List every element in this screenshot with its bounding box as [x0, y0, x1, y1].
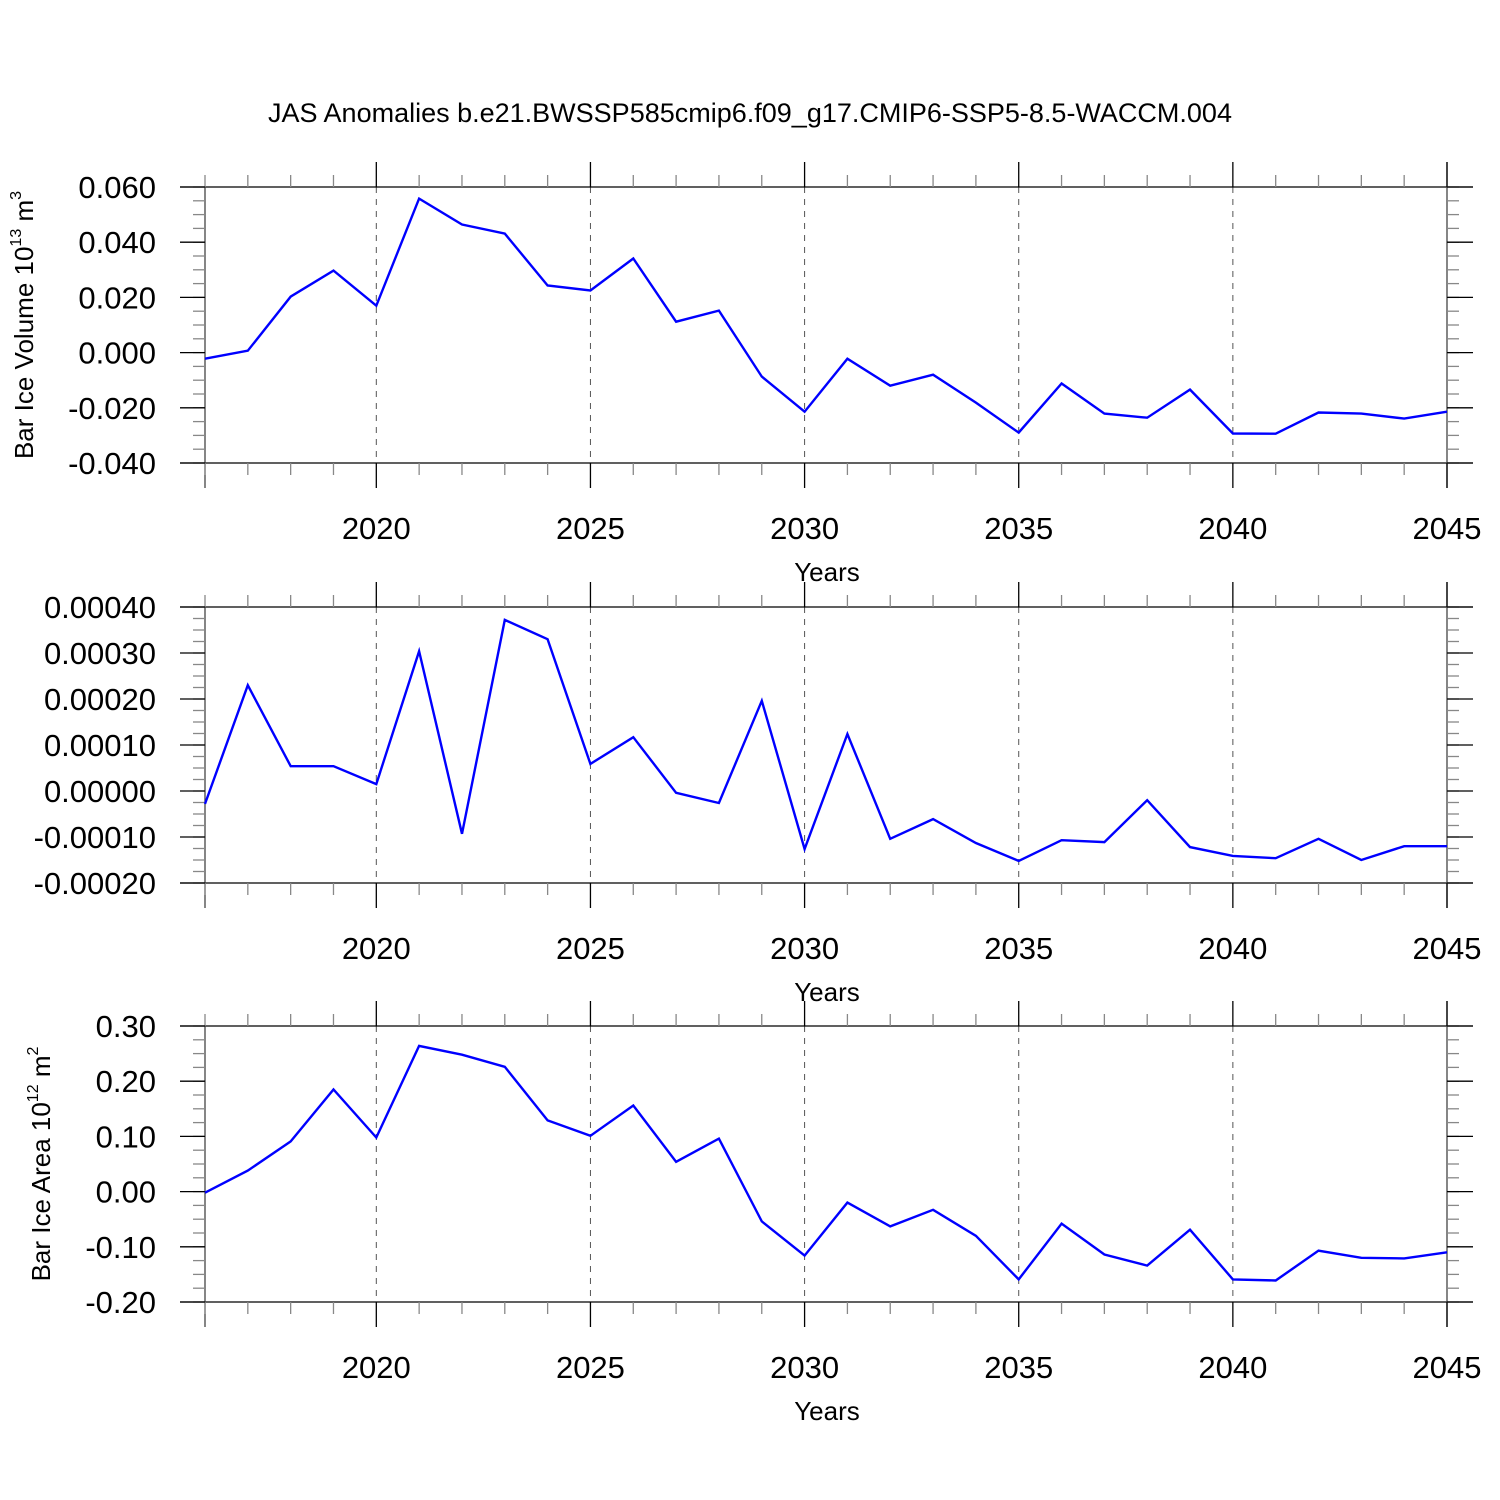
x-tick-label: 2030: [770, 1350, 839, 1385]
y-tick-label: -0.020: [68, 391, 156, 426]
x-tick-label: 2025: [556, 1350, 625, 1385]
data-series-line: [203, 618, 1447, 863]
x-tick-label: 2030: [770, 931, 839, 966]
data-series-line: [204, 1044, 1448, 1282]
x-tick-label: 2025: [556, 511, 625, 546]
x-tick-label: 2020: [342, 511, 411, 546]
y-tick-label: 0.000: [78, 336, 156, 371]
panel-3: 2020 2025 2030 2035 2040 2045 0.30 0.20 0.10 0.00…: [25, 1001, 1481, 1426]
y-axis-label-unit: m: [26, 1055, 56, 1084]
y-axis-label-exponent: 13: [8, 229, 25, 247]
x-tick-label: 2045: [1413, 931, 1482, 966]
x-tick-label: 2035: [984, 1350, 1053, 1385]
y-tick-label: -0.00020: [34, 866, 156, 901]
x-tick-label: 2025: [556, 931, 625, 966]
panel-1: 2020 2025 2030 2035 2040 2045 0.060 0.040 0.020 0…: [8, 162, 1481, 587]
y-tick-label: -0.00010: [34, 820, 156, 855]
y-tick-label: -0.10: [85, 1230, 156, 1265]
y-tick-label: 0.00000: [44, 774, 156, 809]
y-tick-label: 0.10: [96, 1119, 156, 1154]
x-tick-label: 2045: [1413, 1350, 1482, 1385]
y-tick-label: 0.00: [96, 1175, 156, 1210]
chart-title: JAS Anomalies b.e21.BWSSP585cmip6.f09_g1…: [268, 98, 1232, 128]
y-axis-label-unit-exponent: 3: [8, 191, 25, 200]
y-axis-label: Bar Ice Volume 1013 m3: [8, 191, 39, 459]
y-axis-label-exponent: 12: [25, 1084, 42, 1102]
y-tick-label: -0.20: [85, 1285, 156, 1320]
x-tick-label: 2020: [342, 931, 411, 966]
y-axis-label-unit-exponent: 2: [25, 1046, 42, 1055]
y-tick-label: 0.30: [96, 1009, 156, 1044]
x-tick-label: 2040: [1198, 1350, 1267, 1385]
y-tick-label: 0.00040: [44, 590, 156, 625]
y-tick-label: -0.040: [68, 446, 156, 481]
x-tick-label: 2020: [342, 1350, 411, 1385]
x-axis-label: Years: [794, 1396, 860, 1426]
x-tick-label: 2035: [984, 511, 1053, 546]
data-series-line: [204, 196, 1448, 435]
y-tick-label: 0.060: [78, 170, 156, 205]
y-tick-label: 0.20: [96, 1064, 156, 1099]
y-tick-label: 0.00010: [44, 728, 156, 763]
y-axis-label: Bar Ice Area 1012 m2: [25, 1046, 56, 1281]
panel-2: 2020 2025 2030 2035 2040 2045 0.00040 0.00030 0.…: [34, 582, 1482, 1007]
y-axis-label-text: Bar Ice Area 10: [26, 1102, 56, 1281]
y-axis-label-text: Bar Ice Volume 10: [9, 247, 39, 459]
y-tick-label: 0.00030: [44, 636, 156, 671]
x-tick-label: 2030: [770, 511, 839, 546]
x-tick-label: 2040: [1198, 511, 1267, 546]
x-tick-label: 2040: [1198, 931, 1267, 966]
y-tick-label: 0.020: [78, 280, 156, 315]
y-axis-label-unit: m: [9, 200, 39, 229]
x-tick-label: 2035: [984, 931, 1053, 966]
y-tick-label: 0.040: [78, 225, 156, 260]
y-tick-label: 0.00020: [44, 682, 156, 717]
x-tick-label: 2045: [1413, 511, 1482, 546]
